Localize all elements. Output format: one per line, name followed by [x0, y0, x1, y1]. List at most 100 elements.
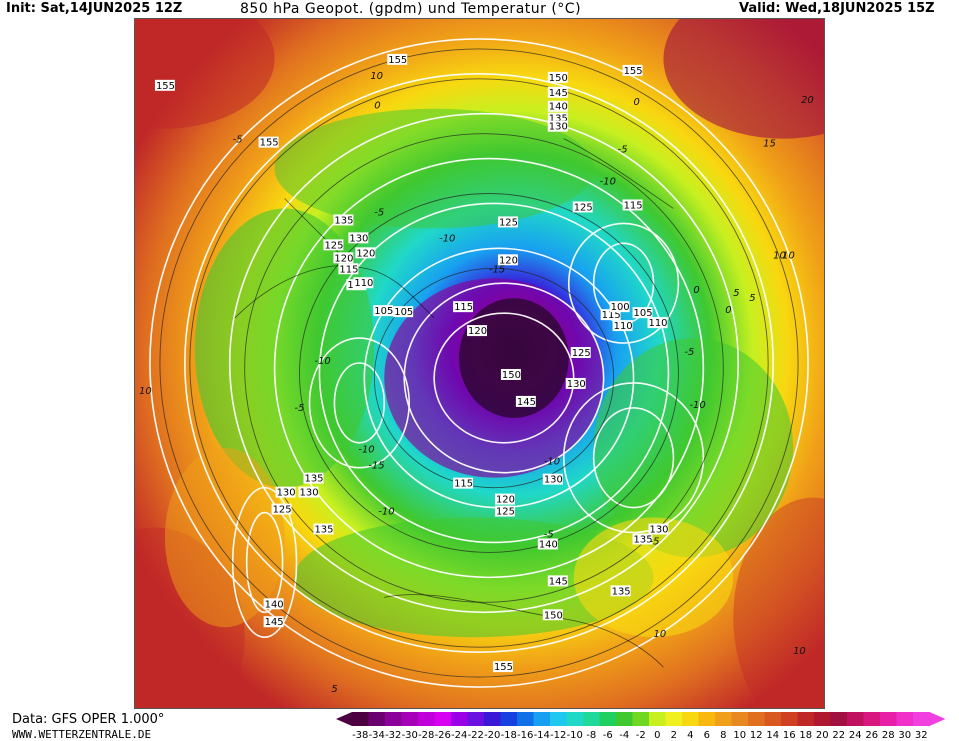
geopotential-label: 125	[572, 201, 593, 213]
geopotential-label: 125	[494, 505, 515, 518]
legend-swatch	[566, 712, 584, 726]
legend-swatch	[484, 712, 501, 726]
geopotential-label: 115	[622, 199, 643, 211]
coastline	[234, 265, 435, 319]
svg-text:145: 145	[549, 88, 568, 99]
geopotential-label: 140	[537, 538, 558, 550]
coastline	[563, 138, 674, 209]
geopotential-label: 125	[323, 239, 343, 251]
legend-tick-label: 4	[687, 730, 693, 740]
geopotential-label: 140	[547, 100, 568, 113]
svg-text:135: 135	[634, 534, 653, 545]
legend-tick-label: 10	[733, 730, 746, 740]
geopot-contour	[318, 202, 670, 544]
data-source: Data: GFS OPER 1.000°	[12, 712, 165, 727]
legend-swatch	[649, 712, 666, 726]
legend-tick-label: -20	[484, 730, 500, 740]
legend-swatch	[550, 712, 567, 726]
svg-text:115: 115	[624, 200, 643, 211]
temperature-label: -15	[489, 264, 505, 275]
geopot-contour	[592, 407, 675, 509]
geopotential-label: 125	[497, 216, 518, 228]
svg-text:110: 110	[649, 318, 668, 329]
geopotential-label: 135	[333, 214, 353, 226]
legend-tick-label: -22	[468, 730, 484, 740]
legend-tick-label: 18	[799, 730, 812, 740]
legend-tick-label: -4	[619, 730, 629, 740]
legend-swatch	[632, 712, 650, 726]
temperature-label: 10	[370, 71, 383, 82]
geopotential-label: 100	[609, 301, 630, 313]
svg-text:135: 135	[314, 525, 333, 536]
legend-tick-label: 32	[915, 730, 928, 740]
legend-tick-label: 12	[750, 730, 763, 740]
svg-text:115: 115	[602, 310, 621, 321]
legend-swatch	[517, 712, 534, 726]
temperature-label: -10	[600, 177, 616, 188]
svg-text:135: 135	[612, 586, 631, 597]
temperature-label: -5	[544, 529, 554, 540]
temperature-label: -10	[378, 507, 394, 518]
geopotential-label: 135	[610, 585, 631, 597]
svg-text:125: 125	[273, 505, 292, 516]
svg-text:125: 125	[574, 202, 593, 213]
svg-text:145: 145	[549, 576, 568, 587]
geopotential-label: 135	[303, 472, 324, 485]
svg-text:120: 120	[468, 326, 487, 337]
temperature-label: -5	[295, 403, 305, 414]
legend-swatch	[533, 712, 551, 726]
isotherm	[159, 48, 799, 678]
svg-text:105: 105	[374, 306, 393, 317]
green-belt-n	[274, 108, 594, 229]
temperature-label: -10	[689, 400, 705, 411]
legend-swatch	[863, 712, 881, 726]
init-time: Init: Sat,14JUN2025 12Z	[6, 1, 183, 16]
geopotential-label: 120	[494, 493, 515, 506]
legend-swatch	[583, 712, 600, 726]
geopotential-label: 125	[570, 347, 591, 359]
geopotential-label: 145	[547, 575, 568, 587]
geopot-contour	[333, 362, 386, 444]
svg-text:130: 130	[544, 475, 563, 486]
svg-text:150: 150	[502, 370, 521, 381]
geopotential-label: 130	[542, 473, 563, 486]
legend-swatch	[880, 712, 897, 726]
geopotential-label: 115	[453, 301, 473, 313]
geopotential-label: 145	[547, 86, 568, 99]
legend-swatch	[715, 712, 732, 726]
geopotential-label: 120	[333, 252, 353, 264]
isotherm	[189, 78, 769, 648]
legend-tick-label: 8	[720, 730, 726, 740]
geopotential-label: 105	[632, 307, 653, 319]
geopot-contour	[228, 112, 740, 614]
legend-tick-label: -14	[534, 730, 550, 740]
temperature-label: -15	[368, 461, 384, 472]
svg-text:120: 120	[356, 248, 375, 259]
svg-text:155: 155	[156, 81, 175, 92]
temperature-label: -10	[439, 233, 455, 244]
legend-swatch	[847, 712, 864, 726]
svg-text:120: 120	[496, 495, 515, 506]
geopotential-label: 150	[542, 609, 563, 621]
geopotential-label: 150	[500, 368, 521, 381]
temperature-label: -5	[650, 536, 660, 547]
legend-swatch	[781, 712, 798, 726]
legend-swatch	[797, 712, 815, 726]
warm-region-nw	[135, 19, 275, 129]
temperature-label: -5	[684, 347, 694, 358]
svg-text:115: 115	[454, 479, 473, 490]
temperature-label: 5	[749, 293, 755, 304]
legend-swatch	[731, 712, 749, 726]
svg-text:110: 110	[614, 321, 633, 332]
legend-swatch	[368, 712, 386, 726]
geopotential-label: 155	[387, 53, 407, 66]
svg-text:135: 135	[305, 474, 324, 485]
svg-text:100: 100	[611, 302, 630, 313]
temperature-label: -10	[314, 356, 330, 367]
geopotential-label: 155	[492, 661, 513, 673]
temperature-label: 10	[653, 629, 666, 640]
svg-text:125: 125	[572, 348, 591, 359]
weather-map: 1551551551551501451401351301351251301201…	[134, 18, 825, 709]
geopot-contour	[308, 337, 411, 469]
temperature-label: 0	[725, 305, 731, 316]
